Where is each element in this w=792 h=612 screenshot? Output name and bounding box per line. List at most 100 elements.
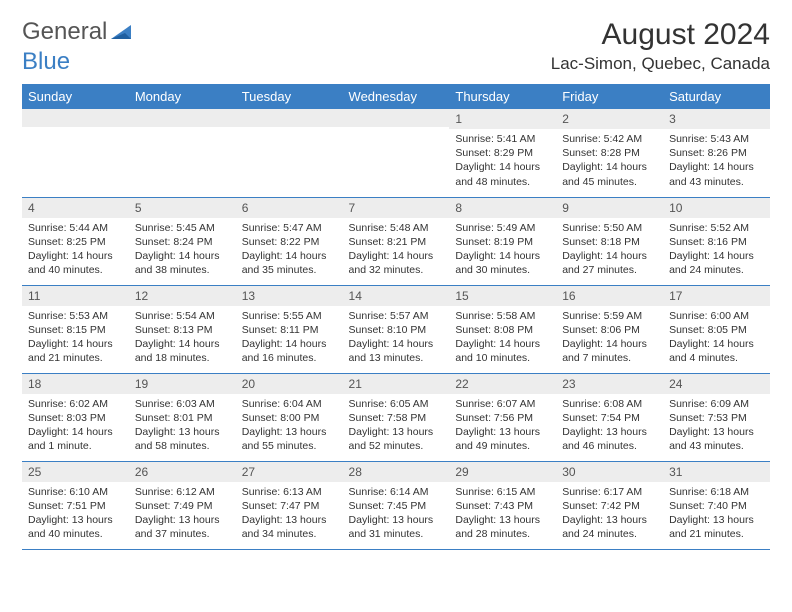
daylight-text: Daylight: 13 hours and 34 minutes. — [242, 513, 337, 541]
day-number: 12 — [129, 286, 236, 306]
calendar-week-row: 4Sunrise: 5:44 AMSunset: 8:25 PMDaylight… — [22, 197, 770, 285]
sunset-text: Sunset: 8:26 PM — [669, 146, 764, 160]
sunset-text: Sunset: 7:51 PM — [28, 499, 123, 513]
day-info: Sunrise: 6:00 AMSunset: 8:05 PMDaylight:… — [663, 306, 770, 370]
calendar-day-cell: 6Sunrise: 5:47 AMSunset: 8:22 PMDaylight… — [236, 197, 343, 285]
day-info: Sunrise: 6:12 AMSunset: 7:49 PMDaylight:… — [129, 482, 236, 546]
daylight-text: Daylight: 13 hours and 43 minutes. — [669, 425, 764, 453]
day-info: Sunrise: 5:42 AMSunset: 8:28 PMDaylight:… — [556, 129, 663, 193]
day-number: 20 — [236, 374, 343, 394]
daylight-text: Daylight: 14 hours and 32 minutes. — [349, 249, 444, 277]
calendar-day-cell — [343, 109, 450, 197]
day-info: Sunrise: 6:14 AMSunset: 7:45 PMDaylight:… — [343, 482, 450, 546]
day-info: Sunrise: 6:08 AMSunset: 7:54 PMDaylight:… — [556, 394, 663, 458]
daylight-text: Daylight: 14 hours and 21 minutes. — [28, 337, 123, 365]
daylight-text: Daylight: 14 hours and 10 minutes. — [455, 337, 550, 365]
calendar-day-cell: 5Sunrise: 5:45 AMSunset: 8:24 PMDaylight… — [129, 197, 236, 285]
sunrise-text: Sunrise: 6:18 AM — [669, 485, 764, 499]
sunset-text: Sunset: 8:11 PM — [242, 323, 337, 337]
day-number — [22, 109, 129, 127]
day-number: 4 — [22, 198, 129, 218]
day-number: 13 — [236, 286, 343, 306]
sunset-text: Sunset: 7:47 PM — [242, 499, 337, 513]
daylight-text: Daylight: 14 hours and 16 minutes. — [242, 337, 337, 365]
sunrise-text: Sunrise: 5:52 AM — [669, 221, 764, 235]
day-number: 17 — [663, 286, 770, 306]
calendar-day-cell: 26Sunrise: 6:12 AMSunset: 7:49 PMDayligh… — [129, 461, 236, 549]
day-info: Sunrise: 5:41 AMSunset: 8:29 PMDaylight:… — [449, 129, 556, 193]
sunrise-text: Sunrise: 5:50 AM — [562, 221, 657, 235]
day-header: Saturday — [663, 84, 770, 109]
daylight-text: Daylight: 14 hours and 40 minutes. — [28, 249, 123, 277]
day-info: Sunrise: 5:49 AMSunset: 8:19 PMDaylight:… — [449, 218, 556, 282]
day-number: 7 — [343, 198, 450, 218]
day-header: Monday — [129, 84, 236, 109]
sunrise-text: Sunrise: 5:59 AM — [562, 309, 657, 323]
sunset-text: Sunset: 8:08 PM — [455, 323, 550, 337]
sunset-text: Sunset: 7:56 PM — [455, 411, 550, 425]
sunrise-text: Sunrise: 5:48 AM — [349, 221, 444, 235]
calendar-day-cell: 15Sunrise: 5:58 AMSunset: 8:08 PMDayligh… — [449, 285, 556, 373]
sunrise-text: Sunrise: 6:00 AM — [669, 309, 764, 323]
sunrise-text: Sunrise: 6:05 AM — [349, 397, 444, 411]
day-info: Sunrise: 6:04 AMSunset: 8:00 PMDaylight:… — [236, 394, 343, 458]
daylight-text: Daylight: 14 hours and 7 minutes. — [562, 337, 657, 365]
day-number: 19 — [129, 374, 236, 394]
sunrise-text: Sunrise: 5:44 AM — [28, 221, 123, 235]
day-info: Sunrise: 5:48 AMSunset: 8:21 PMDaylight:… — [343, 218, 450, 282]
calendar-day-cell: 21Sunrise: 6:05 AMSunset: 7:58 PMDayligh… — [343, 373, 450, 461]
daylight-text: Daylight: 14 hours and 38 minutes. — [135, 249, 230, 277]
sunrise-text: Sunrise: 5:41 AM — [455, 132, 550, 146]
day-header-row: Sunday Monday Tuesday Wednesday Thursday… — [22, 84, 770, 109]
calendar-day-cell: 27Sunrise: 6:13 AMSunset: 7:47 PMDayligh… — [236, 461, 343, 549]
day-info: Sunrise: 6:13 AMSunset: 7:47 PMDaylight:… — [236, 482, 343, 546]
logo-text-general: General — [22, 18, 107, 46]
calendar-day-cell — [236, 109, 343, 197]
day-number: 26 — [129, 462, 236, 482]
calendar-day-cell: 19Sunrise: 6:03 AMSunset: 8:01 PMDayligh… — [129, 373, 236, 461]
day-info: Sunrise: 6:07 AMSunset: 7:56 PMDaylight:… — [449, 394, 556, 458]
day-header: Tuesday — [236, 84, 343, 109]
daylight-text: Daylight: 13 hours and 31 minutes. — [349, 513, 444, 541]
day-info: Sunrise: 5:52 AMSunset: 8:16 PMDaylight:… — [663, 218, 770, 282]
sunset-text: Sunset: 8:10 PM — [349, 323, 444, 337]
daylight-text: Daylight: 13 hours and 24 minutes. — [562, 513, 657, 541]
day-info: Sunrise: 5:55 AMSunset: 8:11 PMDaylight:… — [236, 306, 343, 370]
day-number — [236, 109, 343, 127]
calendar-day-cell: 14 Sunrise: 5:57 AMSunset: 8:10 PMDayligh… — [343, 285, 450, 373]
day-number: 14 — [343, 286, 450, 306]
calendar-week-row: 25Sunrise: 6:10 AMSunset: 7:51 PMDayligh… — [22, 461, 770, 549]
sunset-text: Sunset: 7:43 PM — [455, 499, 550, 513]
day-number: 18 — [22, 374, 129, 394]
day-info: Sunrise: 6:02 AMSunset: 8:03 PMDaylight:… — [22, 394, 129, 458]
sunrise-text: Sunrise: 5:45 AM — [135, 221, 230, 235]
calendar-day-cell: 18Sunrise: 6:02 AMSunset: 8:03 PMDayligh… — [22, 373, 129, 461]
day-header: Wednesday — [343, 84, 450, 109]
day-header: Sunday — [22, 84, 129, 109]
sunset-text: Sunset: 8:21 PM — [349, 235, 444, 249]
sunset-text: Sunset: 8:24 PM — [135, 235, 230, 249]
calendar-day-cell: 9Sunrise: 5:50 AMSunset: 8:18 PMDaylight… — [556, 197, 663, 285]
day-info: Sunrise: 5:44 AMSunset: 8:25 PMDaylight:… — [22, 218, 129, 282]
sunrise-text: Sunrise: 6:02 AM — [28, 397, 123, 411]
sunrise-text: Sunrise: 5:57 AM — [349, 309, 444, 323]
daylight-text: Daylight: 13 hours and 58 minutes. — [135, 425, 230, 453]
daylight-text: Daylight: 13 hours and 28 minutes. — [455, 513, 550, 541]
calendar-day-cell: 28Sunrise: 6:14 AMSunset: 7:45 PMDayligh… — [343, 461, 450, 549]
calendar-day-cell: 4Sunrise: 5:44 AMSunset: 8:25 PMDaylight… — [22, 197, 129, 285]
daylight-text: Daylight: 14 hours and 27 minutes. — [562, 249, 657, 277]
calendar-day-cell: 2Sunrise: 5:42 AMSunset: 8:28 PMDaylight… — [556, 109, 663, 197]
day-number: 2 — [556, 109, 663, 129]
day-number: 30 — [556, 462, 663, 482]
sunset-text: Sunset: 8:29 PM — [455, 146, 550, 160]
calendar-day-cell — [129, 109, 236, 197]
calendar-day-cell: 20Sunrise: 6:04 AMSunset: 8:00 PMDayligh… — [236, 373, 343, 461]
day-info: Sunrise: 6:05 AMSunset: 7:58 PMDaylight:… — [343, 394, 450, 458]
day-number: 27 — [236, 462, 343, 482]
daylight-text: Daylight: 14 hours and 13 minutes. — [349, 337, 444, 365]
day-number: 31 — [663, 462, 770, 482]
logo: General — [22, 18, 133, 46]
daylight-text: Daylight: 14 hours and 24 minutes. — [669, 249, 764, 277]
daylight-text: Daylight: 14 hours and 43 minutes. — [669, 160, 764, 188]
day-info: Sunrise: 5:45 AMSunset: 8:24 PMDaylight:… — [129, 218, 236, 282]
